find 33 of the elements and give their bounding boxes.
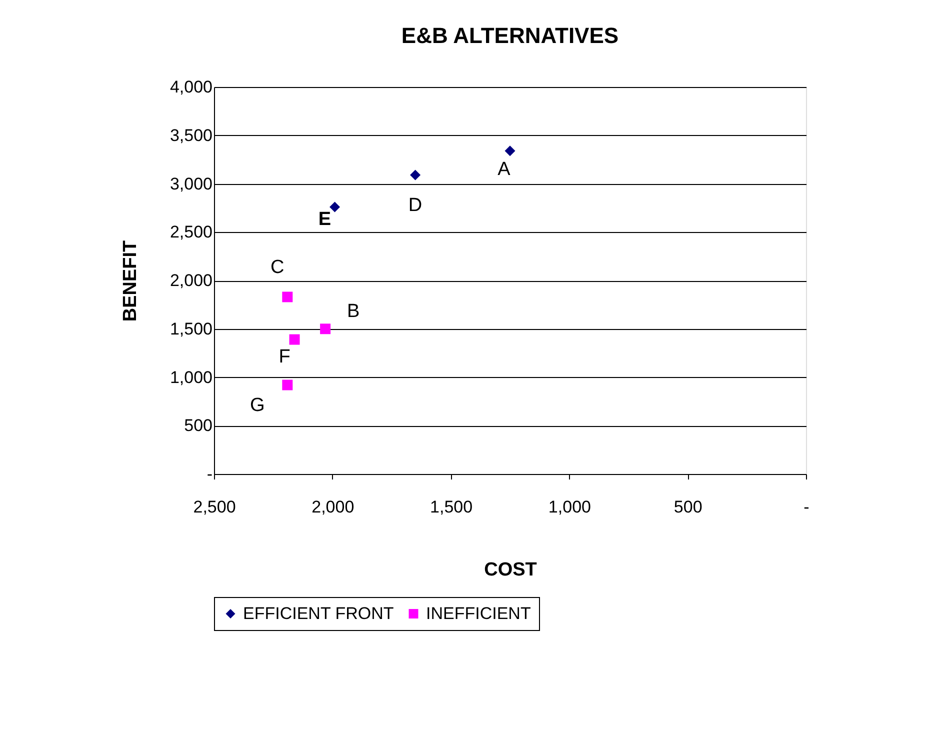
x-axis-title: COST <box>484 560 538 580</box>
chart-title: E&B ALTERNATIVES <box>401 23 619 48</box>
point <box>289 334 300 345</box>
point <box>330 202 340 212</box>
annotation: E <box>318 208 332 230</box>
y-tick-label: 4,000 <box>170 78 212 96</box>
point <box>504 146 516 156</box>
y-tick-label: 3,000 <box>170 174 212 194</box>
annotation: D <box>408 195 422 216</box>
point <box>410 170 421 180</box>
y-tick-label: 2,500 <box>170 222 212 242</box>
point <box>320 324 331 334</box>
y-axis-title: BENEFIT <box>120 240 141 322</box>
point <box>282 380 293 390</box>
x-tick-label: 500 <box>674 498 702 516</box>
y-tick-label: 500 <box>184 416 212 436</box>
legend-label: EFFICIENT FRONT <box>243 604 394 623</box>
y-tick-label: 3,500 <box>170 126 212 145</box>
annotation: F <box>278 346 290 368</box>
annotation: B <box>346 300 360 322</box>
y-tick-label: 2,000 <box>170 271 212 290</box>
x-tick-label: - <box>804 498 810 516</box>
annotation: A <box>498 158 511 180</box>
annotation: C <box>270 256 284 278</box>
y-tick-label: 1,500 <box>170 319 212 338</box>
point <box>282 292 293 302</box>
y-tick-label: - <box>206 464 212 484</box>
x-tick-label: 2,000 <box>312 498 354 516</box>
legend-label: INEFFICIENT <box>426 604 531 623</box>
x-tick-label: 1,000 <box>548 498 591 516</box>
annotation: G <box>250 394 265 416</box>
y-tick-label: 1,000 <box>170 368 212 387</box>
x-tick-label: 1,500 <box>430 498 473 516</box>
